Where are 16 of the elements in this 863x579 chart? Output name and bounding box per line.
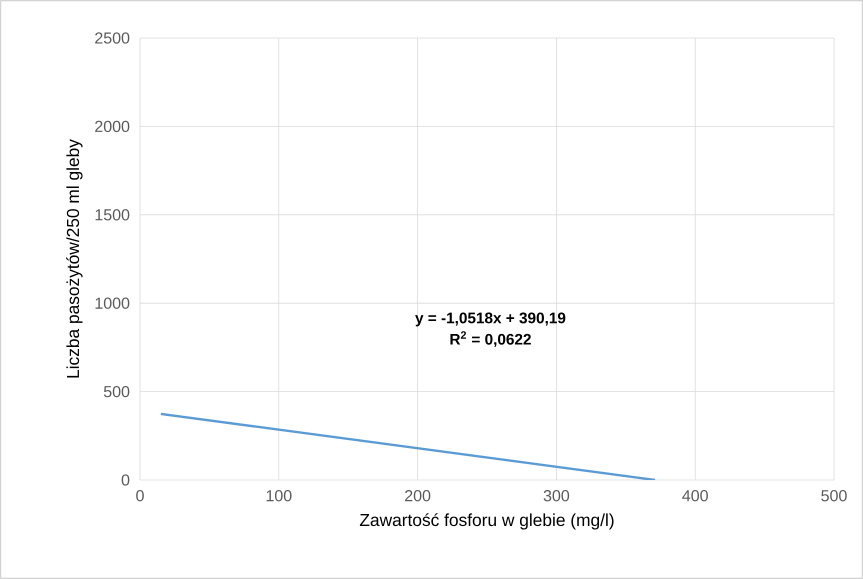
x-tick-label: 0 [136,490,144,502]
y-tick-label: 1500 [96,209,130,220]
y-tick-label: 2500 [95,32,130,44]
y-tick-label: 1000 [96,298,130,309]
x-tick-label: 200 [405,490,430,502]
y-tick-label: 2000 [95,120,130,132]
x-tick-label: 500 [821,490,847,502]
y-axis-title: Liczba pasożytów/250 ml gleby [66,139,83,378]
x-tick-label: 100 [266,490,292,502]
x-tick-label: 400 [682,490,708,502]
annotation: y = -1,0518x + 390,19 [415,312,566,326]
annotation: R$^{2}$ = 0,0622 [450,331,531,347]
y-tick-label: 0 [122,474,130,486]
x-axis-title: Zawartość fosforu w glebie (mg/l) [360,513,614,530]
y-tick-label: 500 [104,386,130,398]
x-tick-label: 300 [544,490,570,502]
